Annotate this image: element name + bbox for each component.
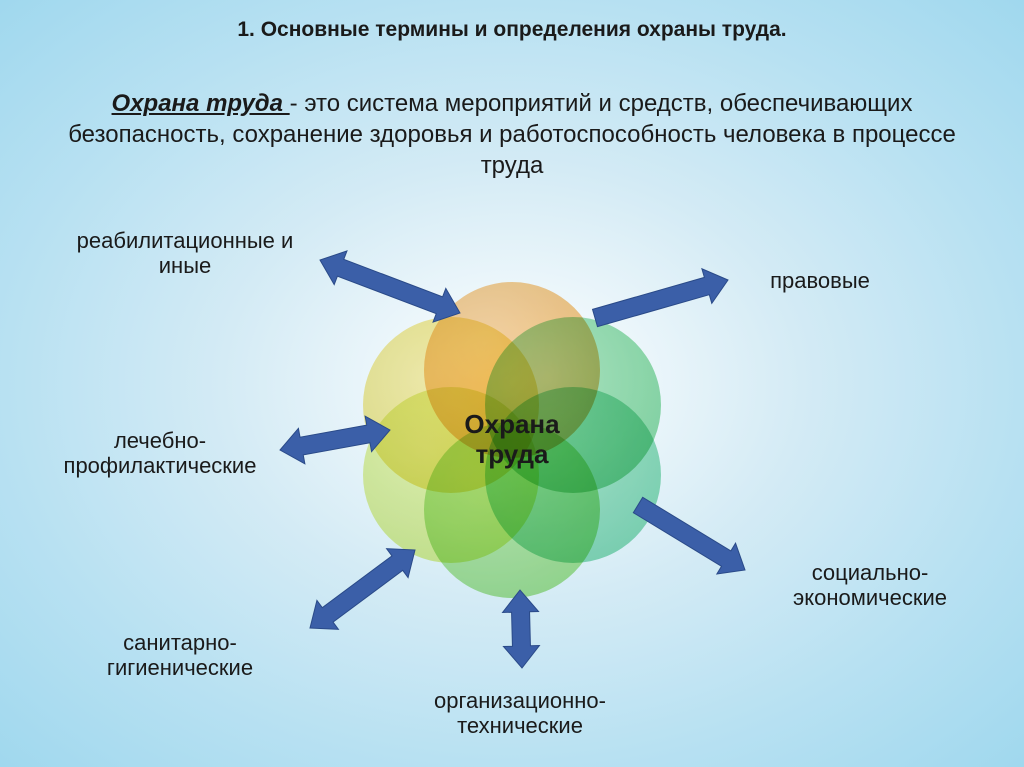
definition-text: Охрана труда - это система мероприятий и… xyxy=(40,88,984,182)
arrow-2 xyxy=(280,416,390,464)
arrow-0 xyxy=(320,251,460,322)
slide-title: 1. Основные термины и определения охраны… xyxy=(0,18,1024,42)
arrow-4 xyxy=(310,549,415,630)
definition-term: Охрана труда xyxy=(112,90,290,117)
arrow-5 xyxy=(503,590,540,668)
arrow-1 xyxy=(593,269,728,327)
center-label: Охранатруда xyxy=(442,410,582,470)
arrows-layer xyxy=(0,220,1024,767)
arrow-3 xyxy=(633,497,745,574)
venn-diagram: Охранатрудареабилитационные ииныеправовы… xyxy=(0,220,1024,767)
